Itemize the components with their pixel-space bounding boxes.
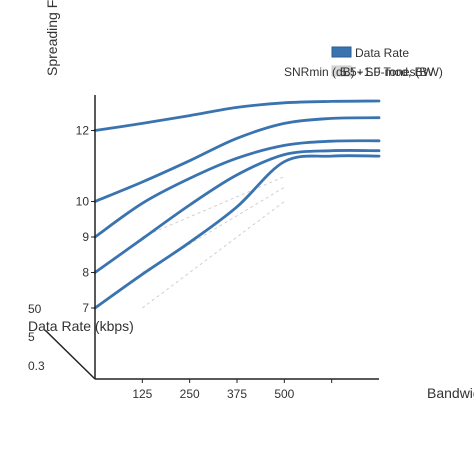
legend-swatch-data-rate[interactable]	[331, 46, 352, 58]
legend-swatch-snrmin[interactable]	[331, 65, 352, 77]
series-line-2	[93, 116, 381, 203]
secondary-axis-title: Data Rate (kbps)	[28, 318, 134, 334]
legend-overlap-label: 5.5+1.0 Tones(BW)	[340, 65, 443, 79]
series-line-3	[93, 139, 381, 239]
x-tick-label-250: 250	[180, 387, 200, 401]
y-tick-label-12: 12	[76, 124, 90, 138]
legend-label-data-rate: Data Rate	[355, 46, 409, 60]
x-axis-title: Bandwidth	[427, 385, 474, 401]
secondary-axis-line	[44, 329, 96, 380]
y-tick-label-7: 7	[82, 301, 89, 315]
legend-label-snrmin: SNRmin (dB) - SF-mod, BW	[284, 65, 435, 79]
series-line-4	[93, 149, 381, 274]
y-tick-label-10: 10	[76, 195, 90, 209]
x-tick-label-375: 375	[227, 387, 247, 401]
x-tick-label-125: 125	[132, 387, 152, 401]
secondary-tick-label-2: 5	[28, 330, 35, 344]
x-tick-label-500: 500	[274, 387, 294, 401]
secondary-tick-label-3: 0.3	[28, 359, 45, 373]
y-tick-label-8: 8	[82, 266, 89, 280]
series-line-5	[93, 154, 381, 310]
series-line-1	[93, 99, 381, 132]
y-axis-title: Spreading F	[44, 0, 60, 76]
y-tick-label-9: 9	[82, 230, 89, 244]
secondary-tick-label-1: 50	[28, 302, 42, 316]
reference-line-1	[142, 176, 285, 238]
reference-line-3	[142, 201, 285, 309]
